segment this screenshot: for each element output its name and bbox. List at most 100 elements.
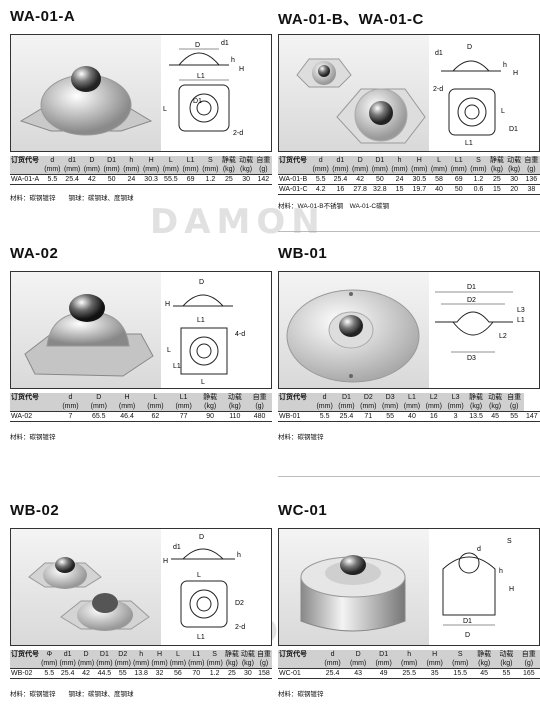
unit-cell: (mm)	[370, 659, 397, 669]
table-cell: 5.5	[310, 174, 331, 185]
unit-cell: (mm)	[121, 165, 142, 175]
unit-cell: (mm)	[169, 402, 198, 412]
header-cell: Φ	[40, 650, 59, 659]
unit-cell	[278, 165, 311, 175]
unit-cell: (mm)	[330, 165, 351, 175]
product-photo	[11, 35, 161, 151]
header-cell: 自重	[247, 393, 272, 402]
header-cell: 自重	[504, 393, 524, 402]
dimension-label: H	[513, 70, 518, 77]
unit-cell: (mm)	[76, 659, 96, 669]
table-cell: 27.8	[350, 184, 370, 195]
unit-cell: (mm)	[313, 402, 336, 412]
divider	[278, 231, 540, 232]
header-cell: L1	[401, 393, 423, 402]
unit-cell: (mm)	[401, 402, 423, 412]
table-cell: 142	[254, 174, 272, 185]
table-cell: 24	[121, 174, 142, 185]
header-cell: 自重	[255, 650, 272, 659]
dimension-label: d1	[435, 50, 443, 57]
unit-cell: (mm)	[205, 659, 224, 669]
table-cell: 0.6	[468, 184, 489, 195]
table-cell: 136	[522, 174, 540, 185]
table-cell: 35	[421, 668, 448, 679]
dimension-label: H	[163, 558, 168, 565]
header-cell: D1	[370, 156, 390, 165]
header-cell: 静载	[466, 393, 486, 402]
watermark: DAMON	[150, 202, 326, 242]
table-row: WB-02 5.5 25.4 42 44.5 55 13.8 32 56 70 1.2 25 30 158	[10, 668, 272, 679]
header-cell: d	[319, 650, 346, 659]
unit-cell: (mm)	[396, 659, 422, 669]
dimension-label: H	[165, 301, 170, 308]
unit-cell: (mm)	[84, 402, 113, 412]
table-cell: 30.3	[141, 174, 161, 185]
table-cell: 49	[370, 668, 397, 679]
unit-cell: (kg)	[239, 659, 256, 669]
table-cell: 15.5	[447, 668, 473, 679]
table-cell: 70	[187, 668, 206, 679]
dimension-label: h	[499, 568, 503, 575]
header-cell: 订货代号	[278, 393, 314, 402]
product-image-box: D d1 h H L1 L 2-d D1	[10, 34, 272, 152]
header-cell: 自重	[517, 650, 540, 659]
unit-cell: (mm)	[335, 402, 358, 412]
table-cell: 42	[350, 174, 370, 185]
table-row: WA-01-B 5.5 25.4 42 50 24 30.5 58 69 1.2 25 30 136	[278, 174, 540, 185]
spec-table: 订货代号 d D1 D2 D3 L1 L2 L3 静载 动载 自重 (mm) (mm) (mm) (mm)…	[278, 393, 540, 422]
dimension-label: D1	[509, 126, 518, 133]
table-cell: 55	[379, 411, 402, 422]
spec-table: 订货代号 d D H L L1 静载 动载 自重 (mm) (mm) (mm) (mm) (mm) (kg…	[10, 393, 272, 422]
dimension-label: L1	[197, 317, 205, 324]
dimension-label: 4-d	[235, 331, 245, 338]
technical-drawing: D d1 h H L1 L 2-d D1	[159, 35, 271, 151]
unit-cell: (g)	[522, 165, 540, 175]
table-cell: 77	[169, 411, 198, 422]
header-cell: 静载	[223, 650, 240, 659]
table-cell: 40	[401, 411, 423, 422]
dimension-label: 2-d	[233, 130, 243, 137]
dimension-label: H	[509, 586, 514, 593]
header-cell: S	[200, 156, 221, 165]
header-cell: d	[310, 156, 331, 165]
header-cell: 静载	[473, 650, 496, 659]
product-title: WA-01-A	[10, 8, 76, 25]
dimension-label: D	[465, 632, 470, 639]
table-row: WB-01 5.5 25.4 71 55 40 16 3 13.5 45 55 147	[278, 411, 540, 422]
table-cell: 43	[345, 668, 371, 679]
unit-cell: (mm)	[40, 659, 59, 669]
unit-cell: (g)	[247, 402, 272, 412]
ball-transfer-unit-image	[19, 66, 153, 136]
header-cell: 自重	[522, 156, 540, 165]
table-cell: 50	[448, 184, 469, 195]
header-cell: H	[409, 156, 430, 165]
table-cell: 25.5	[396, 668, 422, 679]
header-cell: D	[350, 156, 370, 165]
header-cell: 动载	[239, 650, 256, 659]
unit-cell: (g)	[254, 165, 272, 175]
table-cell: 90	[197, 411, 223, 422]
table-cell: 40	[429, 184, 449, 195]
unit-cell: (mm)	[429, 165, 449, 175]
header-cell: h	[396, 650, 422, 659]
table-cell: 45	[485, 411, 505, 422]
product-image-box: D1 D2 L1 L3 D3 L2	[278, 271, 540, 389]
table-cell: WC-01	[278, 668, 320, 679]
header-cell: D	[76, 650, 96, 659]
unit-cell: (g)	[504, 402, 524, 412]
header-cell: 订货代号	[10, 393, 57, 402]
technical-drawing: D d1 h H L1 L 2-d D1	[427, 35, 539, 151]
header-cell: D	[81, 156, 102, 165]
unit-cell: (mm)	[468, 165, 489, 175]
table-cell: 55	[113, 668, 132, 679]
header-cell: L	[160, 156, 181, 165]
unit-cell: (kg)	[473, 659, 496, 669]
technical-drawing: D1 D2 L1 L3 D3 L2	[427, 272, 539, 388]
table-cell: 44.5	[95, 668, 114, 679]
product-title: WA-02	[10, 245, 59, 262]
product-image-box: S d h H D1 D	[278, 528, 540, 646]
header-cell: D1	[101, 156, 122, 165]
header-cell: D1	[335, 393, 358, 402]
table-cell: WA-01-B	[278, 174, 311, 185]
table-cell: WA-01-A	[10, 174, 43, 185]
